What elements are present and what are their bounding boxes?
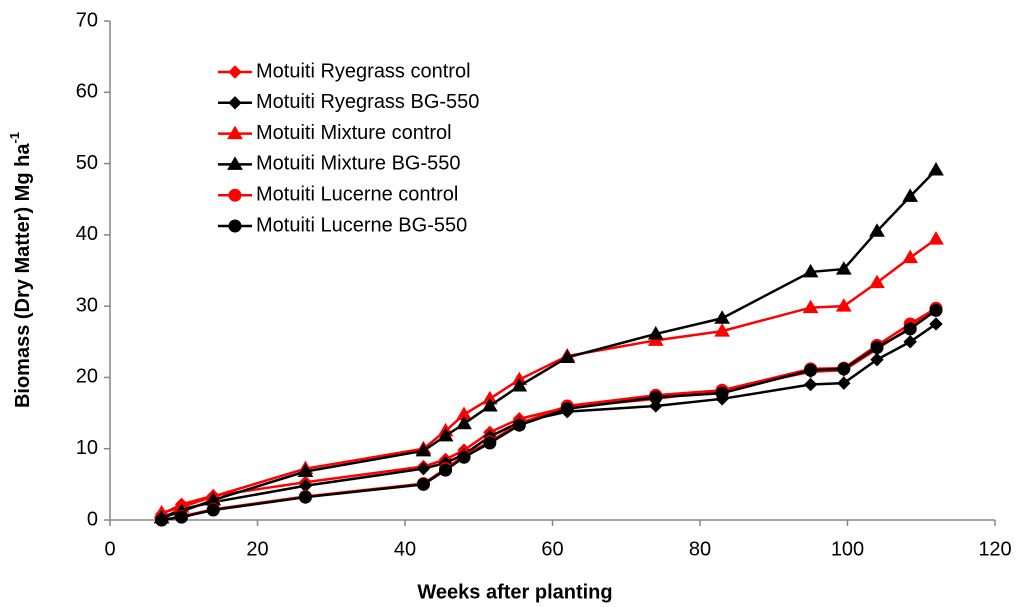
marker: [835, 261, 852, 275]
x-tick-label: 20: [246, 538, 268, 560]
y-tick-label: 10: [76, 437, 98, 459]
marker: [437, 427, 454, 442]
marker: [155, 513, 169, 527]
marker: [902, 188, 919, 202]
marker: [649, 390, 663, 404]
marker: [903, 335, 917, 349]
marker: [715, 386, 729, 400]
marker: [206, 503, 220, 517]
marker: [802, 263, 819, 278]
legend-marker: [227, 125, 243, 140]
marker: [456, 415, 472, 430]
marker: [802, 299, 819, 314]
marker: [869, 274, 885, 289]
y-tick-label: 60: [76, 81, 98, 103]
marker: [902, 249, 919, 264]
legend-marker: [228, 65, 242, 79]
marker: [416, 461, 431, 476]
marker: [928, 231, 944, 245]
x-tick-label: 80: [689, 538, 711, 560]
y-axis-label-text: Biomass (Dry Matter) Mg ha: [12, 143, 34, 408]
x-axis-label: Weeks after planting: [417, 581, 612, 603]
marker: [512, 418, 526, 432]
x-tick-label: 120: [978, 538, 1011, 560]
x-tick-label: 40: [394, 538, 416, 560]
legend-label: Motuiti Ryegrass control: [256, 60, 471, 82]
x-tick-label: 100: [831, 538, 864, 560]
marker: [647, 325, 664, 340]
marker: [175, 510, 189, 524]
marker: [870, 352, 884, 367]
legend-label: Motuiti Mixture control: [256, 122, 452, 144]
y-tick-label: 30: [76, 294, 98, 316]
x-tick-label: 0: [104, 538, 115, 560]
legend-label: Motuiti Lucerne BG-550: [256, 214, 467, 236]
series-line: [161, 309, 937, 522]
marker: [483, 436, 497, 450]
marker: [929, 317, 943, 331]
marker: [870, 340, 884, 354]
marker: [511, 377, 528, 392]
marker: [835, 298, 852, 312]
marker: [714, 310, 730, 324]
y-tick-label: 0: [87, 508, 98, 530]
x-tick-label: 60: [541, 538, 563, 560]
marker: [559, 349, 576, 363]
series-line: [161, 322, 937, 520]
legend-label: Motuiti Ryegrass BG-550: [256, 91, 479, 113]
legend-marker: [228, 219, 242, 233]
legend-marker: [227, 156, 243, 170]
y-tick-label: 50: [76, 152, 98, 174]
y-tick-label: 20: [76, 366, 98, 388]
marker: [837, 362, 851, 376]
marker: [804, 363, 818, 377]
marker: [457, 450, 471, 464]
marker: [869, 223, 885, 237]
marker: [714, 323, 730, 337]
marker: [903, 322, 917, 336]
y-tick-label: 70: [76, 9, 98, 31]
marker: [416, 477, 430, 491]
legend-label: Motuiti Lucerne control: [256, 183, 458, 205]
legend-marker: [228, 188, 242, 202]
legend-marker: [228, 96, 242, 110]
marker: [481, 397, 498, 412]
marker: [560, 402, 574, 416]
y-axis-label-superscript: -1: [7, 132, 22, 144]
marker: [928, 161, 944, 176]
marker: [297, 463, 314, 478]
marker: [837, 376, 851, 390]
series-line: [161, 238, 937, 515]
marker: [439, 463, 453, 477]
marker: [929, 303, 943, 317]
y-tick-label: 40: [76, 223, 98, 245]
marker: [298, 490, 312, 504]
marker: [415, 442, 432, 457]
y-axis-label: Biomass (Dry Matter) Mg ha-1: [7, 132, 34, 408]
legend-label: Motuiti Mixture BG-550: [256, 153, 461, 175]
marker: [803, 377, 818, 392]
